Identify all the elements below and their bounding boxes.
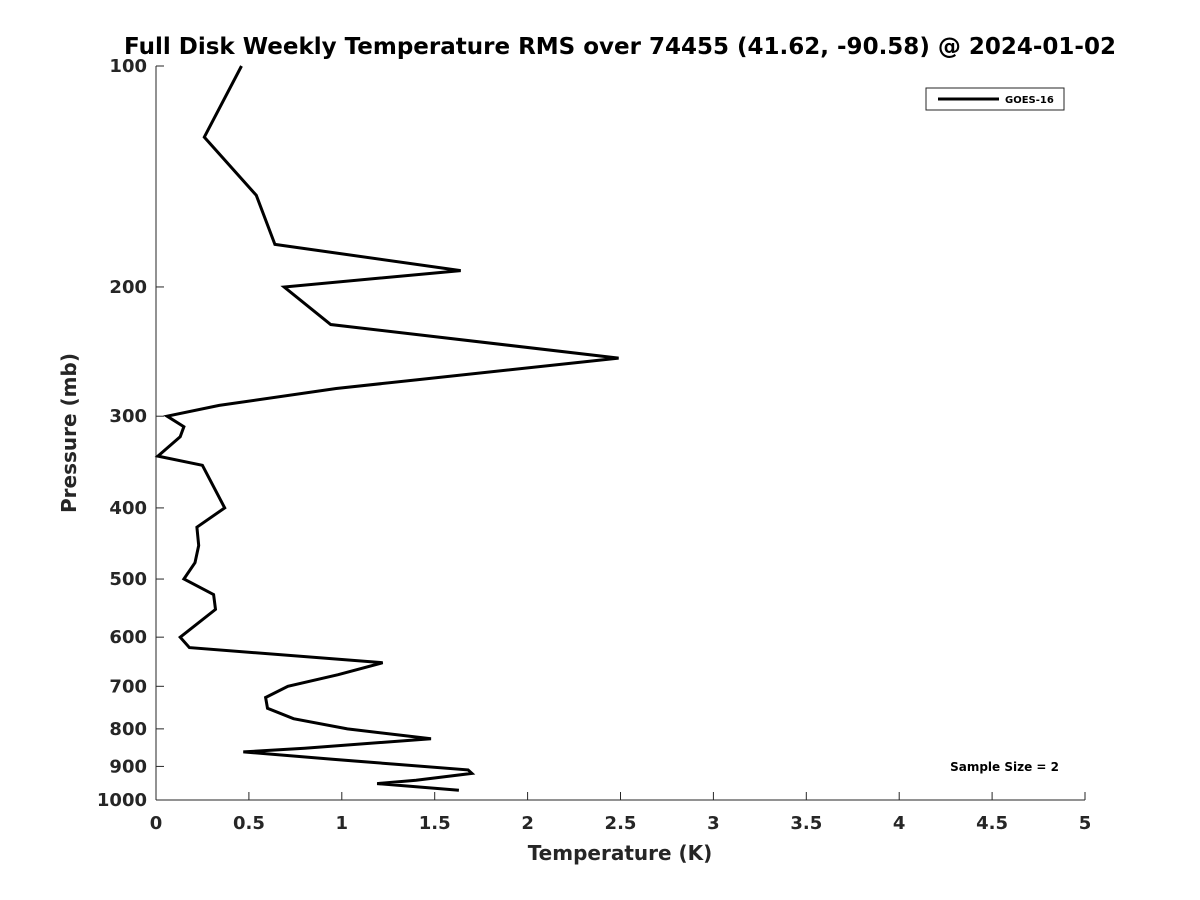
x-tick-label: 4 bbox=[893, 813, 906, 834]
y-tick-label: 700 bbox=[109, 676, 147, 697]
x-tick-label: 5 bbox=[1079, 813, 1092, 834]
sample-size-annotation: Sample Size = 2 bbox=[950, 760, 1059, 774]
x-axis-label: Temperature (K) bbox=[528, 841, 713, 865]
series-layer bbox=[154, 65, 619, 792]
chart-title: Full Disk Weekly Temperature RMS over 74… bbox=[124, 34, 1116, 60]
y-tick-label: 600 bbox=[109, 627, 147, 648]
y-ticks: 100 200 300 400 500 600 700 800 900 1000 bbox=[97, 56, 164, 811]
x-tick-label: 3.5 bbox=[790, 813, 822, 834]
y-tick-label: 100 bbox=[109, 56, 147, 77]
x-tick-label: 1.5 bbox=[419, 813, 451, 834]
y-tick-label: 500 bbox=[109, 569, 147, 590]
x-ticks: 0 0.5 1 1.5 2 2.5 3 3.5 4 4.5 5 bbox=[150, 792, 1092, 834]
x-tick-label: 4.5 bbox=[976, 813, 1008, 834]
x-tick-label: 2 bbox=[521, 813, 534, 834]
y-tick-label: 300 bbox=[109, 406, 147, 427]
series-line-goes-16 bbox=[154, 65, 619, 792]
x-tick-label: 0.5 bbox=[233, 813, 265, 834]
y-axis-label: Pressure (mb) bbox=[57, 353, 81, 513]
legend-label-goes-16: GOES-16 bbox=[1005, 95, 1054, 106]
y-tick-label: 200 bbox=[109, 277, 147, 298]
y-tick-label: 800 bbox=[109, 719, 147, 740]
y-tick-label: 400 bbox=[109, 498, 147, 519]
x-tick-label: 3 bbox=[707, 813, 720, 834]
legend: GOES-16 bbox=[925, 87, 1065, 111]
y-tick-label: 1000 bbox=[97, 790, 147, 811]
x-tick-label: 2.5 bbox=[605, 813, 637, 834]
x-tick-label: 0 bbox=[150, 813, 163, 834]
plot-area: 0 0.5 1 1.5 2 2.5 3 3.5 4 4.5 5 100 200 300 400 500 600… bbox=[97, 56, 1091, 834]
x-tick-label: 1 bbox=[336, 813, 349, 834]
y-tick-label: 900 bbox=[109, 756, 147, 777]
